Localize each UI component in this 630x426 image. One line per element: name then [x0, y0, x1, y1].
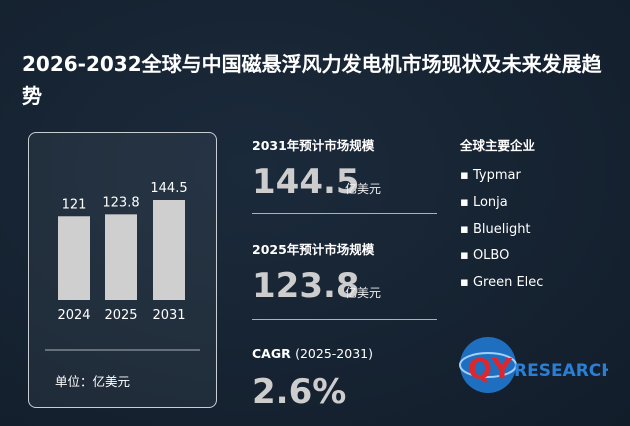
- x-tick-label: 2024: [57, 308, 90, 323]
- title: 2026-2032全球与中国磁悬浮风力发电机市场现状及未来发展趋势: [22, 52, 602, 108]
- company: ▪ Lonja: [460, 195, 508, 210]
- stat-unit: 亿美元: [345, 286, 382, 300]
- companies-title: 全球主要企业: [460, 138, 536, 153]
- logo-orbit: [459, 352, 517, 378]
- bar: [105, 214, 137, 300]
- company-name: Lonja: [472, 194, 508, 210]
- logo-globe: [460, 337, 516, 393]
- company-name: OLBO: [472, 248, 510, 264]
- company-name: Bluelight: [472, 221, 531, 237]
- stat-unit: 亿美元: [345, 182, 382, 196]
- data-label: 123.8: [102, 195, 139, 210]
- stat-value: 123.8: [252, 266, 360, 306]
- logo: QY RESEARCH: [459, 337, 608, 393]
- bullet: ▪: [460, 221, 473, 237]
- company: ▪ Green Elec: [460, 275, 543, 290]
- x-tick-label: 2025: [104, 308, 137, 323]
- company: ▪ OLBO: [460, 248, 509, 263]
- logo-mark: QY: [468, 352, 513, 385]
- bullet: ▪: [460, 275, 473, 291]
- bar: [58, 216, 90, 300]
- stat-value: 144.5: [252, 162, 360, 202]
- cagr-name: CAGR: [252, 346, 291, 361]
- bullet: ▪: [460, 194, 473, 210]
- cagr-label: CAGR (2025-2031): [252, 346, 373, 361]
- bullet: ▪: [460, 248, 473, 264]
- x-tick-label: 2031: [152, 308, 185, 323]
- company-name: Typmar: [472, 168, 521, 183]
- company-name: Green Elec: [472, 275, 544, 291]
- data-label: 121: [62, 197, 87, 212]
- cagr-value: 2.6%: [252, 372, 347, 412]
- bullet: ▪: [460, 168, 473, 183]
- company: ▪ Bluelight: [460, 222, 531, 237]
- divider: [252, 319, 437, 320]
- bar: [153, 200, 185, 300]
- unit-label: 单位：亿美元: [55, 374, 130, 389]
- cagr-period: (2025-2031): [295, 346, 373, 361]
- company: ▪ Typmar: [460, 168, 521, 183]
- stat-label: 2031年预计市场规模: [252, 138, 375, 153]
- stat-label: 2025年预计市场规模: [252, 242, 375, 257]
- data-label: 144.5: [150, 181, 187, 196]
- logo-text: RESEARCH: [514, 361, 608, 381]
- divider: [252, 213, 437, 214]
